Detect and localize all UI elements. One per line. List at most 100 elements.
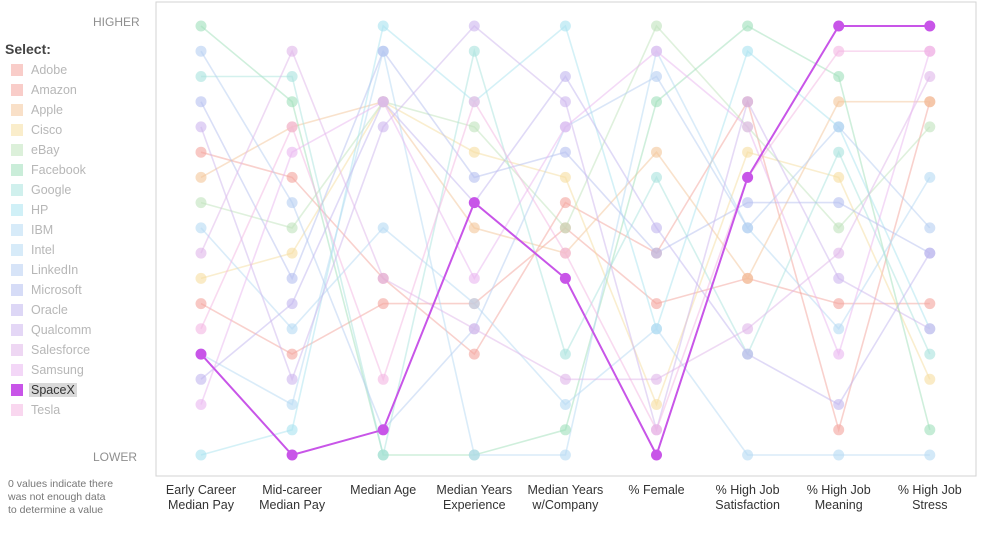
data-point-spacex[interactable]: [377, 424, 389, 436]
series-line-hp[interactable]: [200, 24, 931, 456]
legend-item-salesforce[interactable]: Salesforce: [11, 340, 93, 360]
data-point-qualcomm[interactable]: [468, 20, 480, 32]
data-point-apple[interactable]: [742, 272, 754, 284]
data-point-facebook[interactable]: [559, 424, 571, 436]
data-point-ebay[interactable]: [924, 121, 936, 133]
data-point-intel[interactable]: [833, 449, 845, 461]
legend-item-adobe[interactable]: Adobe: [11, 60, 93, 80]
data-point-ibm[interactable]: [924, 171, 936, 183]
data-point-salesforce[interactable]: [195, 247, 207, 259]
data-point-intel[interactable]: [651, 323, 662, 335]
legend-item-facebook[interactable]: Facebook: [11, 160, 93, 180]
data-point-linkedin[interactable]: [924, 222, 936, 234]
data-point-adobe[interactable]: [833, 424, 845, 436]
legend-item-google[interactable]: Google: [11, 180, 93, 200]
data-point-apple[interactable]: [468, 222, 480, 234]
data-point-apple[interactable]: [924, 96, 936, 108]
data-point-amazon[interactable]: [833, 298, 845, 310]
data-point-cisco[interactable]: [924, 373, 936, 385]
data-point-amazon[interactable]: [651, 298, 662, 310]
series-line-linkedin[interactable]: [200, 50, 931, 432]
data-point-salesforce[interactable]: [468, 323, 480, 335]
data-point-tesla[interactable]: [559, 247, 571, 259]
legend-item-tesla[interactable]: Tesla: [11, 400, 93, 420]
data-point-oracle[interactable]: [742, 348, 754, 360]
data-point-microsoft[interactable]: [286, 272, 298, 284]
legend-item-intel[interactable]: Intel: [11, 240, 93, 260]
data-point-oracle[interactable]: [833, 399, 845, 410]
legend-item-hp[interactable]: HP: [11, 200, 93, 220]
data-point-intel[interactable]: [559, 399, 571, 410]
data-point-cisco[interactable]: [833, 171, 845, 183]
data-point-ebay[interactable]: [833, 222, 845, 234]
data-point-spacex[interactable]: [651, 449, 662, 461]
data-point-apple[interactable]: [195, 171, 207, 183]
data-point-tesla[interactable]: [377, 373, 389, 385]
data-point-salesforce[interactable]: [286, 45, 298, 57]
legend-item-qualcomm[interactable]: Qualcomm: [11, 320, 93, 340]
data-point-adobe[interactable]: [468, 348, 480, 360]
series-line-facebook[interactable]: [200, 25, 931, 456]
data-point-oracle[interactable]: [286, 298, 298, 310]
data-point-ibm[interactable]: [468, 449, 480, 461]
legend-item-cisco[interactable]: Cisco: [11, 120, 93, 140]
data-point-cisco[interactable]: [468, 146, 480, 158]
data-point-microsoft[interactable]: [195, 96, 207, 108]
data-point-facebook[interactable]: [924, 424, 936, 436]
data-point-qualcomm[interactable]: [286, 373, 298, 385]
data-point-samsung[interactable]: [377, 96, 389, 108]
legend-item-ebay[interactable]: eBay: [11, 140, 93, 160]
data-point-qualcomm[interactable]: [559, 96, 571, 108]
data-point-tesla[interactable]: [651, 424, 662, 436]
data-point-amazon[interactable]: [286, 348, 298, 360]
data-point-amazon[interactable]: [924, 298, 936, 310]
data-point-intel[interactable]: [742, 449, 754, 461]
data-point-samsung[interactable]: [468, 272, 480, 284]
data-point-intel[interactable]: [195, 222, 207, 234]
legend-item-ibm[interactable]: IBM: [11, 220, 93, 240]
data-point-samsung[interactable]: [833, 348, 845, 360]
data-point-linkedin[interactable]: [651, 71, 662, 82]
data-point-tesla[interactable]: [286, 121, 298, 133]
data-point-hp[interactable]: [195, 449, 207, 461]
legend-item-microsoft[interactable]: Microsoft: [11, 280, 93, 300]
data-point-ebay[interactable]: [286, 222, 298, 234]
data-point-ebay[interactable]: [195, 197, 207, 209]
data-point-hp[interactable]: [286, 424, 298, 436]
data-point-hp[interactable]: [559, 20, 571, 32]
data-point-intel[interactable]: [468, 298, 480, 310]
data-point-apple[interactable]: [651, 146, 662, 158]
data-point-qualcomm[interactable]: [924, 323, 936, 335]
data-point-cisco[interactable]: [651, 399, 662, 410]
legend-item-oracle[interactable]: Oracle: [11, 300, 93, 320]
data-point-salesforce[interactable]: [377, 272, 389, 284]
data-point-oracle[interactable]: [924, 247, 936, 259]
data-point-cisco[interactable]: [742, 146, 754, 158]
data-point-spacex[interactable]: [742, 171, 754, 183]
data-point-tesla[interactable]: [195, 323, 207, 335]
data-point-facebook[interactable]: [833, 71, 845, 82]
data-point-linkedin[interactable]: [742, 222, 754, 234]
data-point-google[interactable]: [377, 449, 389, 461]
data-point-facebook[interactable]: [742, 20, 754, 32]
data-point-google[interactable]: [833, 146, 845, 158]
data-point-hp[interactable]: [377, 20, 389, 32]
data-point-spacex[interactable]: [559, 272, 571, 284]
data-point-microsoft[interactable]: [468, 171, 480, 183]
data-point-ibm[interactable]: [833, 323, 845, 335]
data-point-salesforce[interactable]: [742, 323, 754, 335]
data-point-linkedin[interactable]: [195, 45, 207, 57]
data-point-spacex[interactable]: [833, 20, 845, 32]
data-point-microsoft[interactable]: [377, 45, 389, 57]
data-point-google[interactable]: [924, 348, 936, 360]
data-point-oracle[interactable]: [559, 71, 571, 82]
legend-item-spacex[interactable]: SpaceX: [11, 380, 93, 400]
series-line-spacex[interactable]: [200, 25, 930, 458]
data-point-google[interactable]: [651, 171, 662, 183]
data-point-google[interactable]: [468, 45, 480, 57]
data-point-adobe[interactable]: [195, 146, 207, 158]
legend-item-amazon[interactable]: Amazon: [11, 80, 93, 100]
data-point-google[interactable]: [286, 71, 298, 82]
data-point-qualcomm[interactable]: [742, 96, 754, 108]
data-point-ibm[interactable]: [286, 399, 298, 410]
